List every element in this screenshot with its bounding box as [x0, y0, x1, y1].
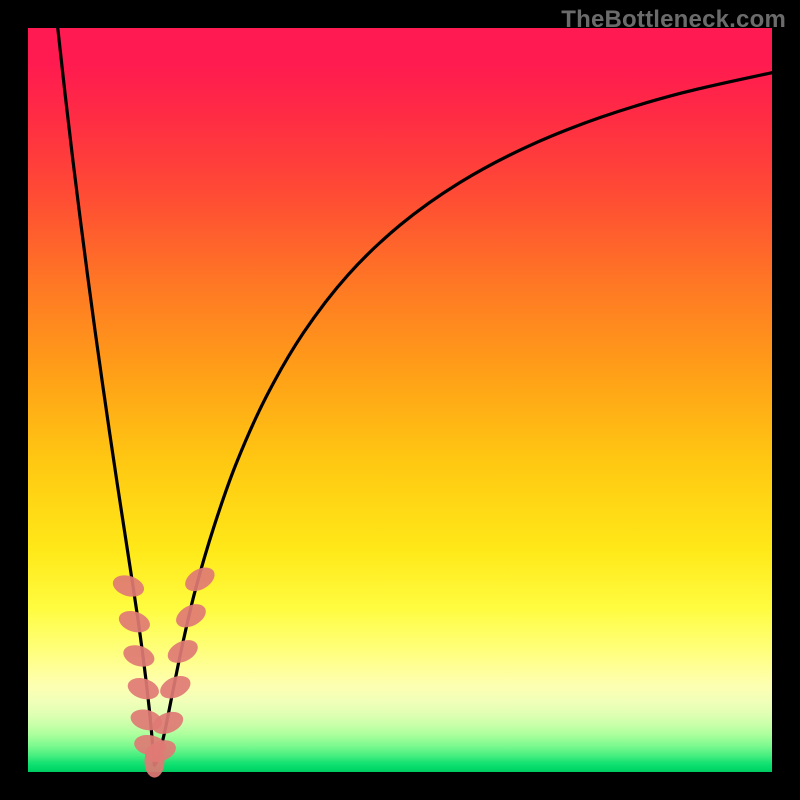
marker-point	[110, 572, 146, 600]
marker-point	[125, 674, 161, 702]
watermark-text: TheBottleneck.com	[561, 6, 786, 34]
marker-point	[121, 641, 158, 670]
bottleneck-curve	[58, 28, 772, 765]
marker-point	[116, 607, 153, 636]
marker-cluster	[110, 563, 219, 778]
plot-layer	[0, 0, 800, 800]
figure-root: TheBottleneck.com	[0, 0, 800, 800]
